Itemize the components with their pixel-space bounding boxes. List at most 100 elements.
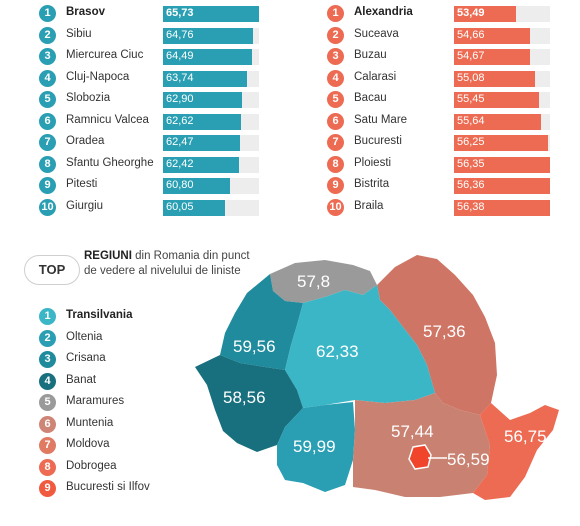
rank-row: 4 Cluj-Napoca 63,74 [39, 68, 264, 90]
score-bar-fill: 56,36 [454, 178, 550, 194]
rank-row: 6 Ramnicu Valcea 62,62 [39, 111, 264, 133]
score-bar-fill: 65,73 [163, 6, 259, 22]
region-dobrogea [473, 403, 559, 500]
rank-row: 2 Sibiu 64,76 [39, 25, 264, 47]
score-value: 62,47 [166, 136, 194, 148]
rank-row: 1 Alexandria 53,49 [327, 3, 557, 25]
rank-badge: 1 [39, 5, 56, 22]
map-value-moldova: 57,36 [423, 322, 466, 341]
score-bar-track: 64,49 [163, 49, 259, 65]
score-bar-track: 62,47 [163, 135, 259, 151]
region-crisana [220, 274, 303, 370]
score-bar-fill: 60,80 [163, 178, 230, 194]
rank-badge: 5 [327, 91, 344, 108]
rank-row: 5 Slobozia 62,90 [39, 89, 264, 111]
rank-badge: 8 [327, 155, 344, 173]
score-value: 55,45 [457, 93, 485, 105]
score-value: 62,62 [166, 114, 194, 127]
score-bar-track: 56,25 [454, 135, 550, 151]
region-rank-badge: 4 [39, 372, 56, 390]
rank-badge: 7 [327, 134, 344, 151]
rank-row: 5 Bacau 55,45 [327, 89, 557, 111]
score-value: 55,08 [457, 71, 485, 84]
rank-row: 10 Braila 56,38 [327, 197, 557, 219]
city-name: Satu Mare [354, 113, 408, 126]
rank-badge: 6 [327, 112, 344, 130]
rank-row: 2 Suceava 54,66 [327, 25, 557, 47]
region-maramures [270, 260, 377, 303]
score-value: 60,05 [166, 200, 194, 213]
score-bar-track: 62,42 [163, 156, 259, 173]
score-bar-fill: 55,08 [454, 70, 535, 87]
rank-badge: 2 [327, 26, 344, 44]
score-value: 56,36 [457, 179, 485, 191]
score-bar-fill: 64,76 [163, 27, 253, 44]
rank-row: 3 Miercurea Ciuc 64,49 [39, 46, 264, 68]
rank-badge: 7 [39, 134, 56, 151]
rank-badge: 1 [327, 5, 344, 22]
region-name: Dobrogea [66, 459, 117, 472]
score-value: 54,66 [457, 28, 485, 41]
score-bar-track: 54,67 [454, 49, 550, 65]
quiet-cities-list: 1 Brasov 65,73 2 Sibiu 64,76 3 Miercurea Ciuc 64… [39, 3, 264, 218]
score-bar-track: 60,80 [163, 178, 259, 194]
map-value-muntenia: 57,44 [391, 422, 434, 441]
city-name: Ramnicu Valcea [66, 113, 149, 126]
region-oltenia [277, 402, 355, 492]
top-label: TOP [24, 255, 80, 285]
region-name: Oltenia [66, 330, 103, 343]
map-value-oltenia: 59,99 [293, 437, 336, 456]
score-bar-fill: 53,49 [454, 6, 516, 22]
score-bar-track: 56,36 [454, 178, 550, 194]
city-name: Bacau [354, 92, 387, 104]
rank-badge: 8 [39, 155, 56, 173]
region-rank-badge: 1 [39, 308, 56, 325]
score-bar-fill: 62,42 [163, 156, 239, 173]
score-bar-track: 55,64 [454, 113, 550, 130]
region-rank-badge: 9 [39, 480, 56, 497]
romania-regions-map: 57,8 59,56 62,33 57,36 58,56 59,99 57,44… [195, 255, 559, 500]
score-value: 63,74 [166, 71, 194, 84]
score-bar-fill: 56,35 [454, 156, 550, 173]
rank-row: 9 Bistrita 56,36 [327, 175, 557, 197]
rank-badge: 10 [39, 198, 56, 216]
region-moldova [377, 255, 497, 415]
score-bar-track: 55,08 [454, 70, 550, 87]
score-bar-track: 63,74 [163, 70, 259, 87]
score-bar-track: 56,38 [454, 199, 550, 216]
rank-row: 3 Buzau 54,67 [327, 46, 557, 68]
city-name: Sibiu [66, 27, 92, 40]
region-name: Moldova [66, 438, 110, 450]
region-rank-badge: 7 [39, 437, 56, 454]
city-name: Suceava [354, 27, 399, 40]
map-value-crisana: 59,56 [233, 337, 276, 356]
map-value-banat: 58,56 [223, 388, 266, 407]
rank-badge: 5 [39, 91, 56, 108]
city-name: Alexandria [354, 6, 413, 18]
score-bar-track: 62,62 [163, 113, 259, 130]
rank-row: 6 Satu Mare 55,64 [327, 111, 557, 133]
score-bar-fill: 55,64 [454, 113, 541, 130]
score-value: 54,67 [457, 50, 485, 62]
rank-row: 1 Brasov 65,73 [39, 3, 264, 25]
city-name: Calarasi [354, 70, 397, 83]
region-rank-badge: 3 [39, 351, 56, 368]
city-name: Buzau [354, 49, 387, 61]
score-value: 65,73 [166, 7, 194, 19]
score-bar-track: 60,05 [163, 199, 259, 216]
city-name: Cluj-Napoca [66, 70, 130, 83]
city-name: Bucuresti [354, 135, 402, 147]
city-name: Sfantu Gheorghe [66, 156, 154, 169]
score-bar-fill: 62,62 [163, 113, 241, 130]
score-bar-fill: 63,74 [163, 70, 247, 87]
rank-row: 4 Calarasi 55,08 [327, 68, 557, 90]
score-value: 62,42 [166, 157, 194, 170]
score-value: 62,90 [166, 93, 194, 105]
noisy-cities-list: 1 Alexandria 53,49 2 Suceava 54,66 3 Buzau 54,67… [327, 3, 557, 218]
rank-badge: 3 [39, 48, 56, 65]
regions-title-bold: REGIUNI [84, 250, 132, 262]
score-bar-track: 56,35 [454, 156, 550, 173]
region-rank-badge: 5 [39, 394, 56, 411]
score-bar-track: 65,73 [163, 6, 259, 22]
region-rank-badge: 8 [39, 458, 56, 476]
